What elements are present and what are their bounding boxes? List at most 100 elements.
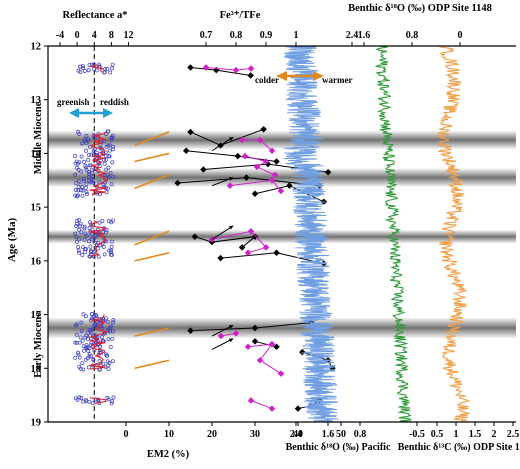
reflectance-point: [86, 331, 90, 335]
reflectance-point: [98, 344, 103, 349]
d13c-1148-title: Benthic δ¹³C (‰) ODP Site 1148: [398, 442, 520, 453]
em2-point: [217, 254, 224, 262]
em2-point: [294, 405, 302, 412]
fe-point: [268, 340, 276, 348]
reflectance-point: [80, 64, 85, 69]
pacific-top-tick-label-1: 2.4: [346, 30, 359, 41]
reflectance-point: [90, 170, 95, 175]
fe-point: [256, 136, 264, 144]
reflectance-mean-line-0: [89, 64, 104, 73]
fe-tick-label-2: 0.9: [260, 30, 273, 41]
reflectance-point: [84, 140, 89, 145]
reflectance-point: [75, 244, 80, 249]
em2-point: [200, 166, 207, 173]
reflectance-point: [79, 320, 84, 325]
reflectance-point: [109, 401, 114, 406]
reflectance-point: [91, 148, 96, 153]
reflectance-point: [78, 64, 83, 69]
reflectance-point: [110, 66, 115, 71]
reflectance-point: [79, 169, 83, 174]
reflectance-point: [105, 353, 109, 358]
em2-trend-line-2: [134, 174, 170, 190]
annotation-colder: colder: [255, 75, 279, 85]
reflectance-point: [109, 244, 114, 249]
reflectance-point: [76, 350, 81, 355]
reflectance-tick-label-0: -4: [56, 30, 64, 41]
reflectance-point: [75, 221, 80, 226]
reflectance-point: [84, 182, 89, 187]
reflectance-point: [103, 66, 108, 71]
y-tick-label-5: 17: [31, 310, 42, 321]
fe-point: [262, 244, 270, 251]
fe-point: [241, 152, 249, 160]
reflectance-point: [104, 190, 109, 195]
fe-tick-label-0: 0.7: [200, 30, 213, 41]
reflectance-point: [110, 62, 115, 67]
fe-point: [217, 332, 225, 340]
reflectance-point: [75, 397, 80, 402]
reflectance-point: [111, 147, 115, 152]
reflectance-point: [94, 68, 99, 73]
y-tick-label-1: 13: [31, 95, 42, 106]
reflectance-point: [86, 153, 91, 157]
reflectance-point: [88, 244, 93, 249]
reflectance-point: [87, 62, 92, 67]
reflectance-point: [106, 397, 111, 402]
pacific-bottom-tick-label-0: 2.4: [290, 429, 303, 440]
reflectance-point: [93, 234, 98, 238]
em2-segment-2: [186, 150, 277, 162]
reflectance-point: [78, 69, 83, 74]
reflectance-point: [106, 337, 111, 342]
reflectance-point: [100, 219, 105, 223]
em2-point: [243, 174, 250, 181]
reflectance-point: [88, 254, 93, 259]
epoch-label-early: Early Miocene: [33, 312, 44, 378]
reflectance-point: [74, 223, 79, 228]
reflectance-point: [92, 314, 97, 319]
reflectance-point: [98, 191, 102, 196]
reflectance-point: [84, 399, 89, 404]
em2-point: [187, 128, 194, 136]
reflectance-point: [73, 153, 78, 158]
reflectance-point: [85, 192, 89, 197]
reflectance-point: [109, 252, 114, 257]
reflectance-point: [81, 66, 86, 71]
em2-tick-label-0: 0: [124, 429, 129, 440]
y-axis-title: Age (Ma): [6, 218, 18, 263]
em2-point: [187, 64, 194, 71]
fe-trend-arrow-2: [211, 225, 234, 240]
fe-trend-arrow-1: [211, 177, 234, 187]
reflectance-point: [74, 235, 79, 240]
reflectance-point: [90, 237, 94, 242]
reflectance-point: [78, 224, 83, 229]
reflectance-point: [87, 399, 92, 404]
y-tick-label-3: 15: [31, 203, 42, 214]
em2-point: [187, 327, 194, 334]
reflectance-point: [110, 359, 115, 364]
reflectance-point: [104, 132, 109, 137]
reflectance-point: [89, 152, 94, 157]
reflectance-point: [82, 237, 87, 242]
reflectance-point: [104, 144, 109, 149]
em2-point: [273, 249, 280, 257]
reflectance-point: [111, 329, 115, 334]
d18o-1148-bottom-tick-label-0: -0.5: [409, 429, 425, 440]
reflectance-point: [100, 326, 105, 331]
em2-point: [182, 147, 190, 154]
em2-point: [234, 152, 242, 160]
d18o-1148-tick-label-2: 0: [458, 30, 463, 41]
d13c-tick-label-0: 0.5: [431, 429, 444, 440]
reflectance-point: [110, 336, 115, 341]
reflectance-point: [73, 161, 78, 166]
reflectance-point: [80, 252, 85, 257]
fe-point: [268, 405, 276, 412]
reflectance-point: [87, 226, 92, 231]
reflectance-point: [109, 248, 114, 253]
fe-point: [256, 356, 264, 364]
em2-trend-line-0: [134, 131, 170, 147]
reflectance-point: [90, 174, 95, 179]
fe-point: [268, 177, 276, 184]
em2-trend-line-5: [134, 327, 170, 337]
reflectance-point: [83, 357, 88, 362]
reflectance-point: [89, 312, 94, 317]
